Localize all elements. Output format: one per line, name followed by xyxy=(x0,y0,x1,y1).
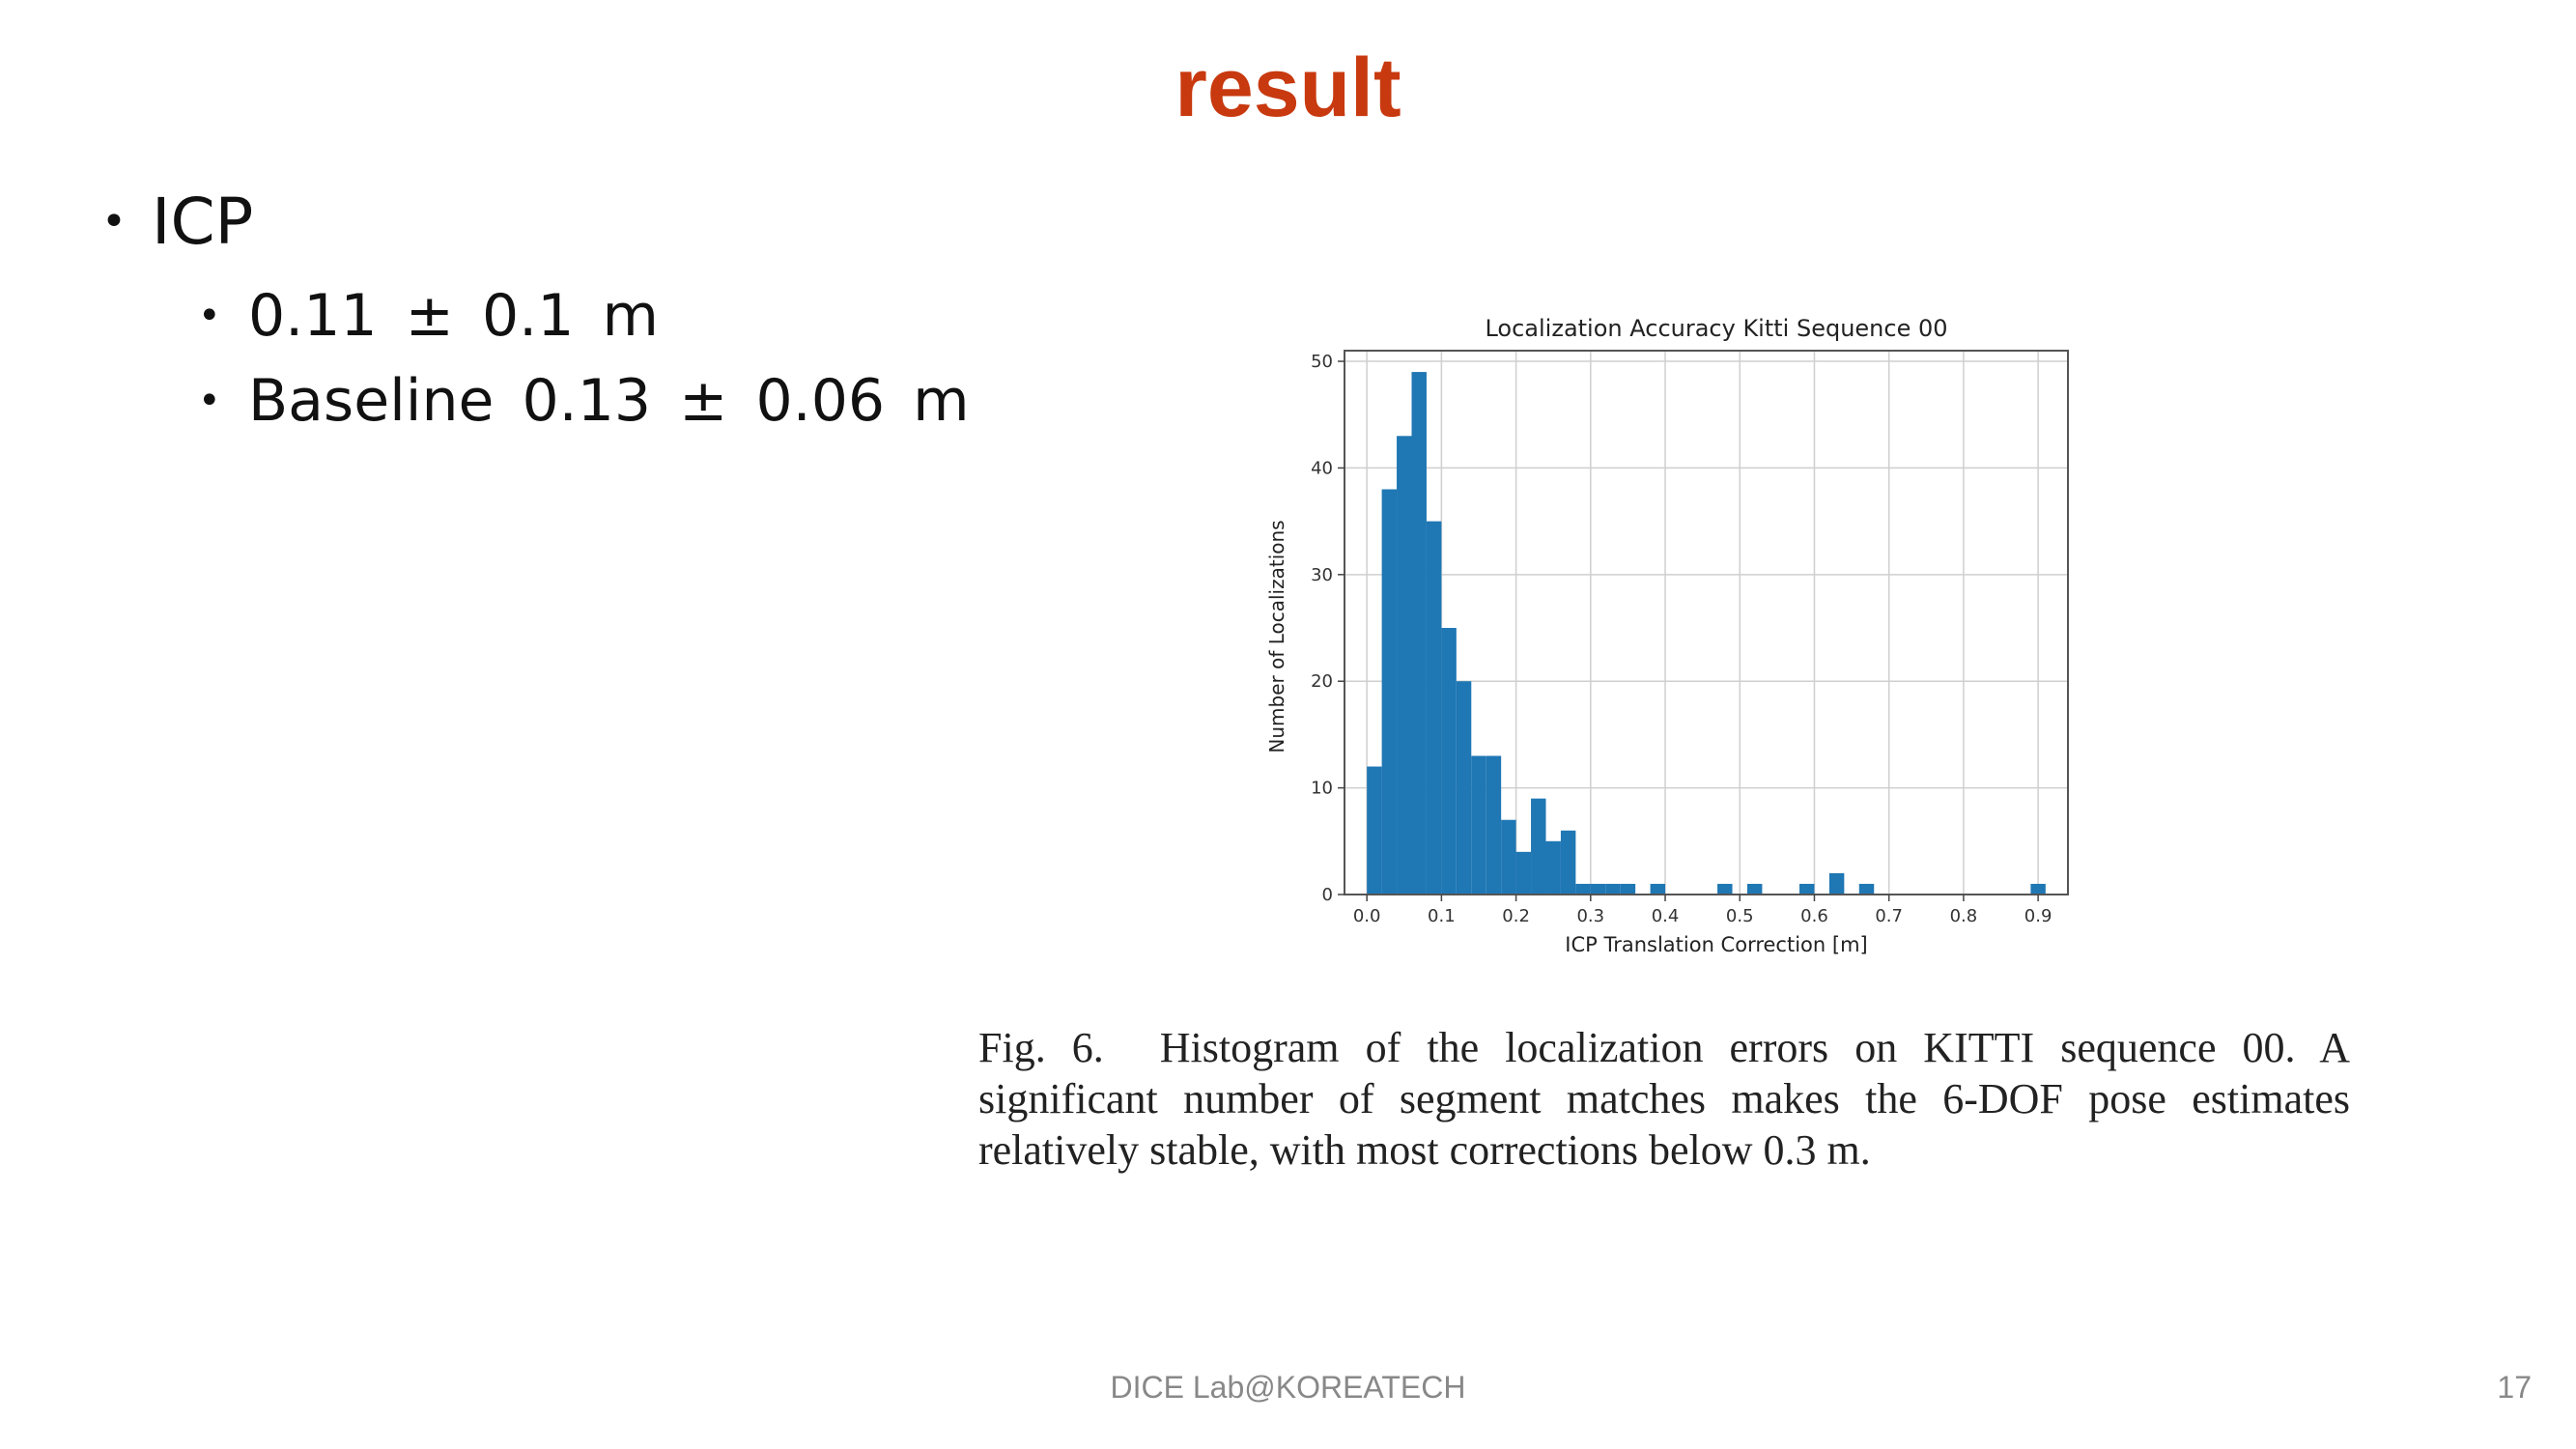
histogram-bar xyxy=(1590,883,1606,895)
histogram-bar xyxy=(1456,681,1472,895)
x-axis-label: ICP Translation Correction [m] xyxy=(1565,933,1867,956)
histogram-bar xyxy=(1515,851,1532,895)
histogram-chart: 0.0 0.1 0.2 0.3 0.4 0.5 0.6 0.7 0.8 0.9 0 10 20 30 40 5… xyxy=(1265,315,2069,956)
x-tick-label: 0.0 xyxy=(1353,906,1381,926)
histogram-bar xyxy=(1799,883,1815,895)
x-tick-label: 0.3 xyxy=(1576,906,1604,926)
y-tick-label: 10 xyxy=(1311,779,1333,799)
histogram-bar xyxy=(1650,883,1666,895)
x-tick-label: 0.8 xyxy=(1950,906,1978,926)
histogram-bar xyxy=(1486,755,1502,895)
y-tick-label: 0 xyxy=(1322,885,1333,905)
x-tick-label: 0.6 xyxy=(1800,906,1828,926)
x-tick-label: 0.4 xyxy=(1652,906,1680,926)
histogram-bar xyxy=(1605,883,1621,895)
histogram-bar xyxy=(1717,883,1733,895)
histogram-bar xyxy=(1426,521,1442,895)
histogram-bar xyxy=(1560,830,1576,895)
bullet-dot: • xyxy=(101,197,127,246)
chart-title: Localization Accuracy Kitti Sequence 00 xyxy=(1485,315,1947,342)
bullet-dot: • xyxy=(198,379,221,423)
histogram-bar xyxy=(2030,883,2046,895)
x-tick-label: 0.7 xyxy=(1875,906,1903,926)
histogram-bar xyxy=(1575,883,1591,895)
y-tick-label: 40 xyxy=(1311,458,1333,478)
figure-caption: Fig. 6. Histogram of the localization err… xyxy=(978,1022,2350,1176)
histogram-bar xyxy=(1397,436,1412,895)
histogram-bar xyxy=(1381,489,1398,895)
histogram-bar xyxy=(1411,372,1427,895)
y-axis-label: Number of Localizations xyxy=(1265,520,1288,753)
histogram-bar xyxy=(1531,798,1546,895)
sub-bullet: • 0.11 ± 0.1 m xyxy=(198,273,970,358)
x-tick-label: 0.1 xyxy=(1428,906,1456,926)
footer-text: DICE Lab@KOREATECH xyxy=(1110,1370,1466,1405)
x-tick-label: 0.2 xyxy=(1502,906,1530,926)
bullet-main-text: ICP xyxy=(152,185,254,259)
sub-bullet: • Baseline 0.13 ± 0.06 m xyxy=(198,358,970,443)
y-tick-label: 20 xyxy=(1311,671,1333,692)
histogram-bar xyxy=(1858,883,1875,895)
histogram-bar xyxy=(1501,819,1516,895)
caption-label: Fig. 6. xyxy=(978,1024,1104,1071)
page-number: 17 xyxy=(2497,1370,2532,1405)
slide-title: result xyxy=(1175,42,1401,134)
bullet-list: • ICP • 0.11 ± 0.1 m • Baseline 0.13 ± 0… xyxy=(101,188,970,443)
sub-bullet-text: 0.11 ± 0.1 m xyxy=(248,282,659,350)
x-tick-label: 0.9 xyxy=(2024,906,2052,926)
plot-frame xyxy=(1344,350,2069,895)
caption-text: Histogram of the localization errors on … xyxy=(978,1024,2350,1174)
histogram-bar xyxy=(1441,628,1457,895)
sub-bullet-text: Baseline 0.13 ± 0.06 m xyxy=(248,367,970,435)
histogram-figure: 0.0 0.1 0.2 0.3 0.4 0.5 0.6 0.7 0.8 0.9 0 10 20 30 40 5… xyxy=(1260,307,2081,964)
histogram-bar xyxy=(1367,766,1382,895)
histogram-bar xyxy=(1746,883,1763,895)
sub-bullet-list: • 0.11 ± 0.1 m • Baseline 0.13 ± 0.06 m xyxy=(198,273,970,443)
bullet-main: • ICP xyxy=(101,188,970,256)
y-tick-label: 50 xyxy=(1311,352,1333,372)
histogram-bar xyxy=(1545,840,1561,895)
y-tick-label: 30 xyxy=(1311,565,1333,585)
histogram-bar xyxy=(1620,883,1636,895)
histogram-bar xyxy=(1828,872,1845,895)
bullet-dot: • xyxy=(198,294,221,338)
x-tick-label: 0.5 xyxy=(1726,906,1754,926)
histogram-bar xyxy=(1471,755,1486,895)
